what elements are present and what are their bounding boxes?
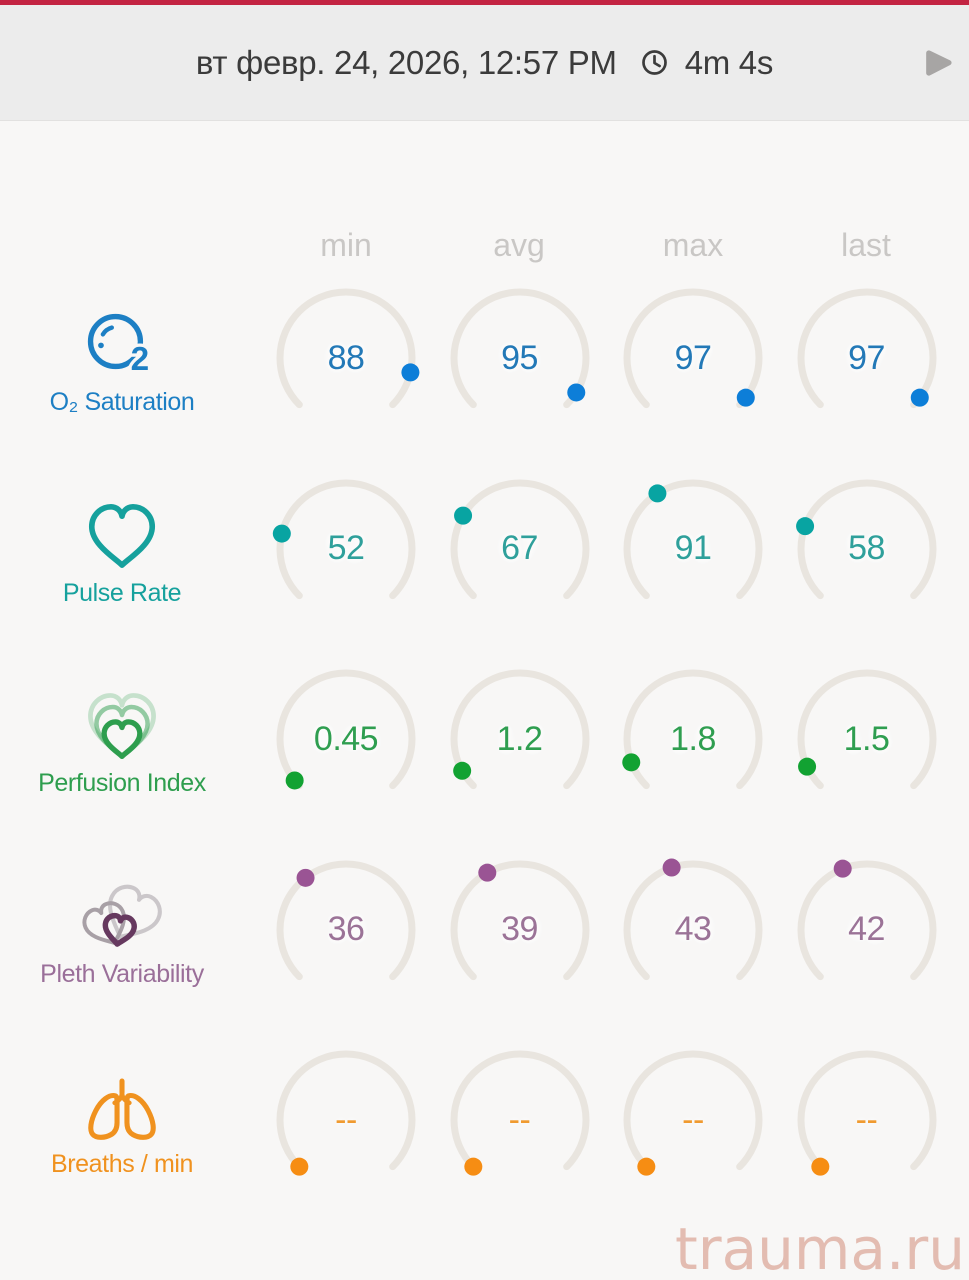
heart-icon xyxy=(22,487,222,587)
gauge-min: 0.45 xyxy=(261,654,431,824)
gauge-dot xyxy=(477,863,496,882)
gauge-value: 95 xyxy=(501,338,538,377)
top-accent-bar xyxy=(0,0,969,5)
watermark: trauma.ru xyxy=(675,1215,965,1280)
gauge-value: 58 xyxy=(848,529,885,567)
overlapping-hearts-icon xyxy=(22,868,222,968)
nested-hearts-icon xyxy=(22,677,222,777)
gauge-max: 43 xyxy=(608,845,778,1015)
metric-label: O₂ Saturation xyxy=(49,388,195,416)
gauge-dot xyxy=(622,753,641,772)
gauge-dot xyxy=(296,868,315,887)
gauge-avg: 1.2 xyxy=(435,654,605,824)
gauge-value: 39 xyxy=(501,910,538,948)
gauge-dot xyxy=(463,1157,482,1176)
gauge-value: -- xyxy=(855,1100,878,1139)
gauge-value: 52 xyxy=(327,529,365,567)
gauge-last: 1.5 xyxy=(782,654,952,824)
session-header: вт февр. 24, 2026, 12:57 PM 4m 4s xyxy=(0,5,969,121)
gauge-value: -- xyxy=(682,1100,704,1139)
gauge-value: 1.8 xyxy=(670,719,716,758)
metric-label: Breaths / min xyxy=(50,1150,194,1178)
svg-text:2: 2 xyxy=(131,341,150,378)
gauge-dot xyxy=(452,761,471,780)
gauge-min: 36 xyxy=(261,845,431,1015)
gauge-min: 52 xyxy=(261,464,431,634)
gauge-last: 97 xyxy=(782,273,952,443)
gauge-dot xyxy=(795,516,814,535)
gauge-avg: 39 xyxy=(435,845,605,1015)
gauge-avg: 95 xyxy=(435,273,605,443)
gauge-last: -- xyxy=(782,1035,952,1205)
gauge-dot xyxy=(290,1157,309,1176)
gauge-dot xyxy=(285,771,304,790)
gauge-min: 88 xyxy=(261,273,431,443)
metric-label: Pleth Variability xyxy=(40,959,204,988)
gauge-value: 43 xyxy=(674,910,712,948)
metric-label: Pulse Rate xyxy=(62,578,182,607)
gauge-value: 91 xyxy=(674,529,712,567)
gauge-dot xyxy=(401,363,420,382)
gauge-dot xyxy=(453,506,472,525)
gauge-dot xyxy=(648,483,667,502)
gauge-dot xyxy=(662,858,681,877)
gauge-max: 1.8 xyxy=(608,654,778,824)
gauge-dot xyxy=(833,859,852,878)
gauge-avg: -- xyxy=(435,1035,605,1205)
gauge-dot xyxy=(810,1157,829,1176)
gauge-value: 1.2 xyxy=(496,719,543,758)
gauge-value: 67 xyxy=(501,529,538,567)
session-date: вт февр. 24, 2026, 12:57 PM xyxy=(195,43,617,81)
metric-label: Perfusion Index xyxy=(38,769,206,797)
gauge-value: 42 xyxy=(848,910,885,948)
play-button[interactable] xyxy=(917,42,959,84)
gauge-value: 88 xyxy=(327,338,365,377)
gauge-min: -- xyxy=(261,1035,431,1205)
gauge-dot xyxy=(566,383,585,402)
gauge-dot xyxy=(736,388,755,407)
column-header-max: max xyxy=(662,227,724,263)
column-header-last: last xyxy=(841,227,891,263)
gauge-max: 91 xyxy=(608,464,778,634)
gauge-last: 42 xyxy=(782,845,952,1015)
gauge-dot xyxy=(637,1157,656,1176)
clock-icon xyxy=(641,49,668,76)
gauge-max: 97 xyxy=(608,273,778,443)
gauge-value: 36 xyxy=(327,910,365,948)
gauge-avg: 67 xyxy=(435,464,605,634)
o2-bubble-icon: 2 xyxy=(22,296,222,396)
gauge-value: 97 xyxy=(848,338,885,377)
gauge-dot xyxy=(272,524,291,543)
gauge-value: 0.45 xyxy=(313,719,379,758)
lungs-icon xyxy=(22,1058,222,1158)
gauge-value: 97 xyxy=(674,338,712,377)
gauge-value: 1.5 xyxy=(843,719,890,758)
gauge-last: 58 xyxy=(782,464,952,634)
gauge-value: -- xyxy=(508,1100,531,1139)
gauge-dot xyxy=(797,757,816,776)
gauge-max: -- xyxy=(608,1035,778,1205)
session-info: вт февр. 24, 2026, 12:57 PM 4m 4s xyxy=(196,44,773,82)
session-duration: 4m 4s xyxy=(684,43,774,81)
gauge-dot xyxy=(910,388,929,407)
column-header-avg: avg xyxy=(493,227,545,263)
play-icon xyxy=(926,49,952,76)
gauge-value: -- xyxy=(335,1100,357,1139)
column-header-min: min xyxy=(320,227,372,263)
